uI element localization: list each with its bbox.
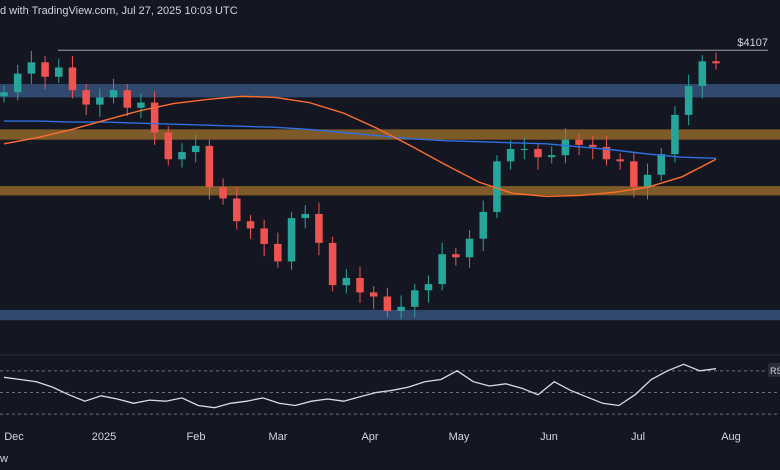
candle-body — [328, 242, 337, 286]
candle-body — [219, 187, 227, 199]
candle-body — [178, 152, 186, 160]
candle-body — [123, 90, 131, 108]
x-tick-label: 2025 — [92, 431, 116, 443]
candle-body — [452, 254, 460, 258]
x-tick-label: Aug — [721, 431, 741, 443]
candle-body — [68, 67, 77, 91]
rsi-label: RSI — [770, 366, 780, 376]
footer-text: w — [0, 453, 8, 465]
chart-footer: w — [0, 448, 780, 470]
candle-body — [383, 296, 392, 311]
candle-body — [191, 145, 200, 153]
candle-body — [369, 292, 378, 297]
blue-zone-upper — [0, 83, 780, 98]
candle-body — [109, 90, 118, 98]
candle-body — [602, 146, 611, 160]
candle-body — [233, 198, 241, 222]
rsi-line — [3, 363, 717, 409]
chart-header: d with TradingView.com, Jul 27, 2025 10:… — [0, 0, 780, 22]
candle-body — [397, 306, 405, 311]
x-tick-label: Jul — [631, 431, 645, 443]
candle-body — [479, 211, 487, 239]
candle-body — [55, 67, 63, 77]
candle-body — [684, 86, 693, 115]
candle-body — [589, 144, 597, 147]
candle-body — [411, 290, 419, 307]
candle-body — [356, 277, 364, 293]
candle-body — [575, 139, 583, 145]
candle-body — [657, 154, 665, 175]
x-tick-label: Apr — [361, 431, 378, 443]
candle-body — [424, 284, 433, 291]
candle-body — [41, 62, 49, 77]
candle-body — [205, 145, 214, 188]
candle-body — [96, 97, 104, 105]
candle-body — [493, 161, 501, 212]
candle-body — [287, 218, 296, 262]
candle-body — [520, 148, 529, 150]
candle-body — [0, 92, 8, 97]
x-tick-label: May — [449, 431, 470, 443]
candle-body — [27, 62, 36, 74]
ma-slow-line — [4, 120, 717, 159]
candle-body — [547, 155, 556, 158]
x-tick-label: Dec — [4, 431, 24, 443]
x-tick-label: Jun — [540, 431, 558, 443]
ma-fast-line — [3, 95, 717, 198]
rsi-label-box — [768, 362, 780, 377]
price-annotation: $4107 — [737, 37, 768, 49]
candle-body — [643, 174, 652, 188]
orange-zone-lower — [0, 186, 780, 196]
candle-body — [534, 148, 542, 158]
candle-body — [150, 102, 159, 133]
header-text: d with TradingView.com, Jul 27, 2025 10:… — [0, 5, 238, 17]
candle-body — [465, 238, 474, 258]
candle-body — [438, 254, 446, 285]
blue-zone-lower — [0, 309, 780, 321]
candle-body — [13, 73, 22, 93]
candle-body — [671, 114, 679, 155]
candle-body — [82, 90, 90, 105]
candle-body — [342, 277, 351, 286]
candle-body — [274, 243, 282, 262]
x-tick-label: Feb — [187, 431, 206, 443]
candle-body — [246, 221, 255, 229]
candle-body — [301, 213, 309, 219]
x-tick-label: Mar — [269, 431, 288, 443]
candle-body — [712, 61, 720, 64]
candle-body — [616, 159, 624, 162]
candle-body — [630, 161, 638, 188]
candle-body — [698, 61, 707, 87]
candle-body — [137, 102, 145, 108]
candle-body — [315, 213, 323, 243]
candle-body — [164, 132, 173, 160]
candle-body — [561, 139, 570, 156]
candle-body — [506, 148, 515, 162]
candle-body — [260, 228, 268, 244]
